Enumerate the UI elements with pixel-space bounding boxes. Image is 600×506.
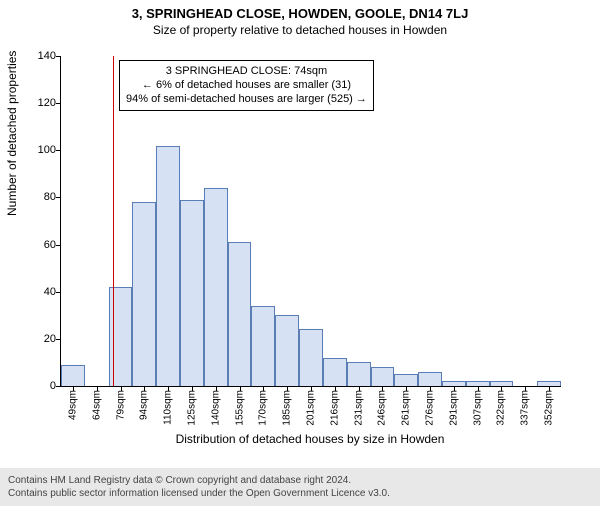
y-tick-label: 100 (8, 144, 56, 156)
x-tick-label: 110sqm (163, 390, 174, 425)
y-tick-mark (56, 339, 61, 340)
histogram-bar (347, 362, 371, 386)
y-tick-mark (56, 386, 61, 387)
chart-title-main: 3, SPRINGHEAD CLOSE, HOWDEN, GOOLE, DN14… (0, 6, 600, 21)
x-tick-label: 49sqm (67, 390, 78, 420)
annotation-line-1: 3 SPRINGHEAD CLOSE: 74sqm (126, 65, 367, 79)
y-tick-label: 20 (8, 333, 56, 345)
histogram-bar (418, 372, 442, 386)
x-tick-label: 185sqm (282, 390, 293, 426)
y-tick-label: 80 (8, 191, 56, 203)
attribution-line-1: Contains HM Land Registry data © Crown c… (8, 474, 592, 487)
reference-line (113, 56, 114, 386)
x-tick-label: 79sqm (115, 390, 126, 420)
x-tick-label: 231sqm (353, 390, 364, 426)
x-tick-label: 64sqm (91, 390, 102, 420)
x-tick-label: 216sqm (329, 390, 340, 426)
y-tick-mark (56, 197, 61, 198)
histogram-plot: 49sqm64sqm79sqm94sqm110sqm125sqm140sqm15… (60, 56, 561, 387)
y-tick-label: 40 (8, 286, 56, 298)
histogram-bar (180, 200, 204, 386)
x-tick-label: 94sqm (139, 390, 150, 420)
histogram-bar (156, 146, 180, 386)
histogram-bar (394, 374, 418, 386)
histogram-bar (275, 315, 299, 386)
y-tick-label: 120 (8, 97, 56, 109)
y-tick-mark (56, 150, 61, 151)
histogram-bar (109, 287, 133, 386)
x-tick-label: 125sqm (186, 390, 197, 426)
histogram-bar (371, 367, 395, 386)
x-tick-label: 307sqm (472, 390, 483, 426)
annotation-line-2: ← 6% of detached houses are smaller (31) (126, 79, 367, 93)
x-tick-label: 291sqm (448, 390, 459, 426)
y-tick-label: 140 (8, 50, 56, 62)
x-tick-label: 155sqm (234, 390, 245, 426)
attribution-footer: Contains HM Land Registry data © Crown c… (0, 468, 600, 506)
histogram-bar (61, 365, 85, 386)
x-tick-label: 322sqm (496, 390, 507, 426)
histogram-bar (204, 188, 228, 386)
y-tick-mark (56, 56, 61, 57)
y-tick-mark (56, 292, 61, 293)
y-tick-label: 0 (8, 380, 56, 392)
x-tick-label: 170sqm (258, 390, 269, 426)
attribution-line-2: Contains public sector information licen… (8, 487, 592, 500)
histogram-bar (132, 202, 156, 386)
annotation-box: 3 SPRINGHEAD CLOSE: 74sqm← 6% of detache… (119, 60, 374, 111)
x-tick-label: 261sqm (401, 390, 412, 426)
chart-title-sub: Size of property relative to detached ho… (0, 23, 600, 37)
x-tick-label: 337sqm (520, 390, 531, 426)
x-tick-label: 352sqm (544, 390, 555, 426)
histogram-bar (299, 329, 323, 386)
histogram-bar (228, 242, 252, 386)
x-tick-label: 201sqm (306, 390, 317, 426)
histogram-bar (251, 306, 275, 386)
y-tick-label: 60 (8, 239, 56, 251)
x-tick-label: 140sqm (210, 390, 221, 426)
y-tick-mark (56, 245, 61, 246)
histogram-bar (323, 358, 347, 386)
x-axis-label: Distribution of detached houses by size … (60, 432, 560, 446)
x-tick-label: 246sqm (377, 390, 388, 426)
x-tick-label: 276sqm (425, 390, 436, 426)
annotation-line-3: 94% of semi-detached houses are larger (… (126, 93, 367, 107)
y-tick-mark (56, 103, 61, 104)
